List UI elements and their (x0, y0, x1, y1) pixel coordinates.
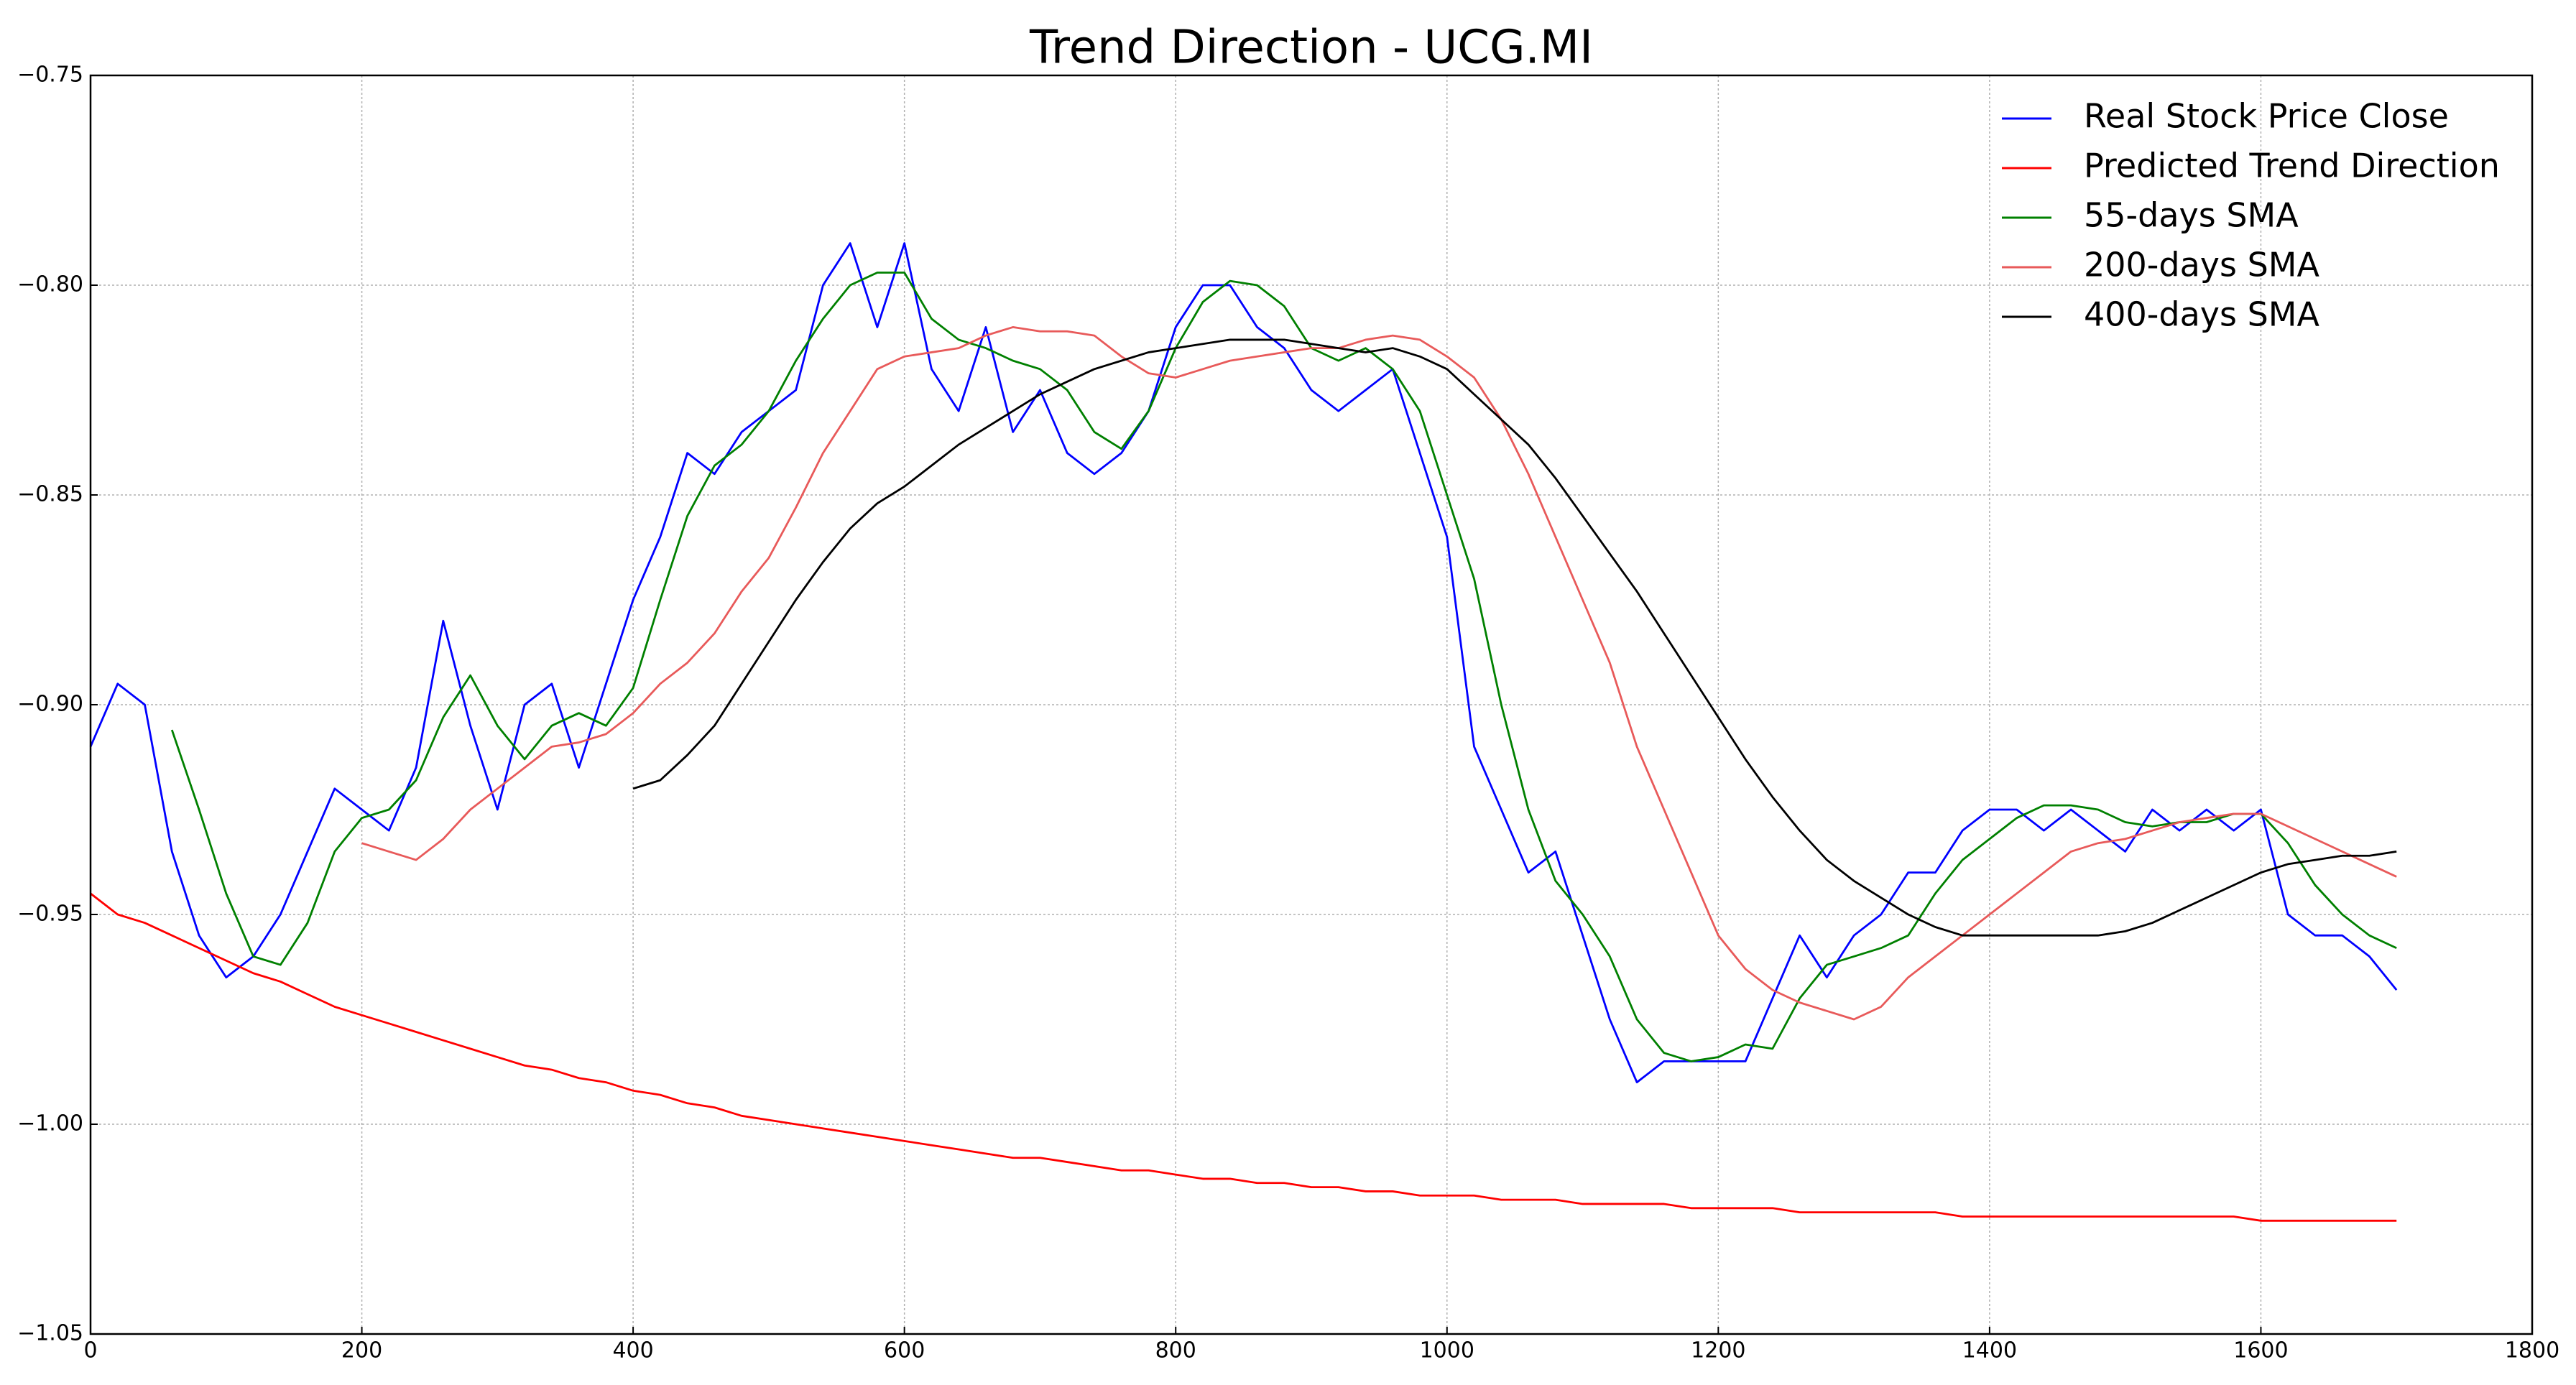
y-tick-label: −0.80 (17, 272, 83, 297)
legend-label: Real Stock Price Close (2084, 97, 2449, 136)
x-tick-label: 800 (1155, 1338, 1196, 1363)
x-tick-label: 1400 (1962, 1338, 2017, 1363)
ticks: 0 200 400 600 800 1000 1200 1400 1600 1800 −1.05 −1… (17, 62, 2559, 1363)
series-line (89, 242, 2398, 1083)
legend-label: 55-days SMA (2084, 196, 2299, 235)
x-tick-label: 400 (612, 1338, 653, 1363)
y-tick-label: −0.75 (17, 62, 83, 88)
y-tick-label: −0.95 (17, 902, 83, 927)
series-line (361, 326, 2397, 1021)
legend-label: Predicted Trend Direction (2084, 147, 2500, 185)
x-tick-label: 1200 (1691, 1338, 1745, 1363)
chart-title: Trend Direction - UCG.MI (1029, 22, 1593, 75)
legend-label: 200-days SMA (2084, 246, 2319, 284)
plot-area (89, 242, 2398, 1222)
y-tick-label: −1.05 (17, 1321, 83, 1346)
y-tick-label: −0.85 (17, 482, 83, 507)
x-tick-label: 200 (341, 1338, 382, 1363)
x-tick-label: 600 (884, 1338, 925, 1363)
x-tick-label: 1800 (2505, 1338, 2559, 1363)
legend: Real Stock Price Close Predicted Trend Di… (2002, 97, 2500, 334)
x-tick-label: 1000 (1420, 1338, 1474, 1363)
legend-label: 400-days SMA (2084, 295, 2319, 334)
x-tick-label: 1600 (2233, 1338, 2288, 1363)
x-tick-label: 0 (83, 1338, 97, 1363)
series-line (170, 272, 2397, 1062)
series-line (632, 338, 2397, 937)
y-tick-label: −0.90 (17, 692, 83, 717)
series-line (90, 892, 2397, 1222)
y-tick-label: −1.00 (17, 1111, 83, 1136)
